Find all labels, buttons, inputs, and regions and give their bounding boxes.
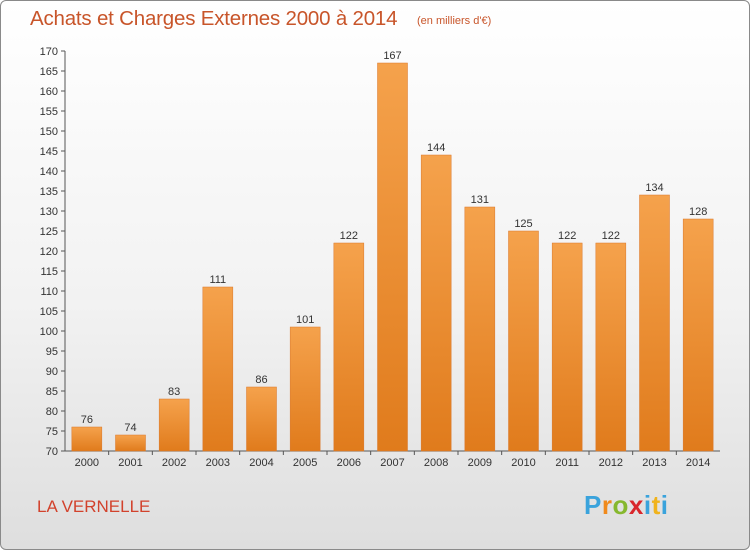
chart-title: Achats et Charges Externes 2000 à 2014 [30, 7, 398, 30]
location-label: LA VERNELLE [37, 497, 151, 516]
value-label-2007: 167 [383, 50, 401, 62]
y-tick-label: 155 [40, 106, 58, 118]
logo-letter-5: i [643, 490, 652, 520]
x-tick-label: 2009 [468, 457, 492, 469]
bar-2001 [115, 434, 146, 452]
bar-2010 [508, 230, 539, 452]
y-tick-label: 80 [46, 406, 58, 418]
logo-letter-2: r [601, 490, 613, 520]
value-label-2009: 131 [471, 194, 489, 206]
logo-letter-4: x [628, 490, 644, 520]
x-tick-label: 2004 [249, 457, 273, 469]
value-label-2004: 86 [255, 374, 267, 386]
bar-2014 [682, 218, 714, 452]
y-tick-label: 90 [46, 366, 58, 378]
proxiti-logo: Proxiti [584, 490, 668, 521]
y-tick-label: 170 [40, 46, 58, 58]
bar-2007 [377, 62, 408, 452]
bar-2011 [551, 242, 583, 452]
value-label-2006: 122 [340, 230, 358, 242]
bar-2002 [158, 398, 190, 452]
y-tick-label: 125 [40, 226, 58, 238]
x-tick-label: 2011 [555, 457, 579, 469]
y-tick-label: 110 [40, 286, 58, 298]
y-tick-label: 165 [40, 66, 58, 78]
value-label-2013: 134 [645, 182, 663, 194]
x-tick-label: 2006 [337, 457, 361, 469]
bar-2009 [464, 206, 496, 452]
y-tick-label: 105 [40, 306, 58, 318]
y-tick-label: 115 [40, 266, 58, 278]
x-tick-label: 2014 [686, 457, 710, 469]
x-tick-label: 2008 [424, 457, 448, 469]
y-tick-label: 160 [40, 86, 58, 98]
bar-2003 [202, 286, 234, 452]
logo-letter-6: t [651, 490, 661, 520]
value-label-2011: 122 [558, 230, 576, 242]
x-tick-label: 2001 [118, 457, 142, 469]
x-tick-label: 2000 [75, 457, 99, 469]
logo-letter-3: o [612, 490, 629, 520]
x-tick-label: 2005 [293, 457, 317, 469]
x-tick-label: 2007 [380, 457, 404, 469]
x-tick-label: 2013 [642, 457, 666, 469]
y-tick-label: 150 [40, 126, 58, 138]
value-label-2008: 144 [427, 142, 445, 154]
bar-2006 [333, 242, 365, 452]
y-tick-label: 145 [40, 146, 58, 158]
value-label-2000: 76 [81, 414, 93, 426]
value-label-2005: 101 [296, 314, 314, 326]
value-label-2014: 128 [689, 206, 707, 218]
y-tick-label: 75 [46, 426, 58, 438]
value-label-2002: 83 [168, 386, 180, 398]
x-tick-label: 2010 [511, 457, 535, 469]
bar-2008 [420, 154, 452, 452]
value-label-2001: 74 [124, 422, 136, 434]
x-tick-label: 2002 [162, 457, 186, 469]
y-tick-label: 70 [46, 446, 58, 458]
bar-2005 [289, 326, 321, 452]
bar-2012 [595, 242, 627, 452]
chart-subtitle: (en milliers d'€) [417, 15, 492, 27]
x-tick-label: 2003 [206, 457, 230, 469]
value-label-2010: 125 [514, 218, 532, 230]
y-tick-label: 120 [40, 246, 58, 258]
value-label-2012: 122 [602, 230, 620, 242]
bar-2000 [71, 426, 103, 452]
value-label-2003: 111 [209, 274, 226, 286]
logo-letter-7: i [660, 490, 669, 520]
y-tick-label: 135 [40, 186, 58, 198]
bar-2013 [639, 194, 670, 452]
y-tick-label: 130 [40, 206, 58, 218]
y-tick-label: 85 [46, 386, 58, 398]
bar-2004 [246, 386, 277, 452]
y-tick-label: 100 [40, 326, 58, 338]
y-tick-label: 140 [40, 166, 58, 178]
logo-letter-1: P [584, 490, 602, 520]
x-tick-label: 2012 [599, 457, 623, 469]
y-tick-label: 95 [46, 346, 58, 358]
